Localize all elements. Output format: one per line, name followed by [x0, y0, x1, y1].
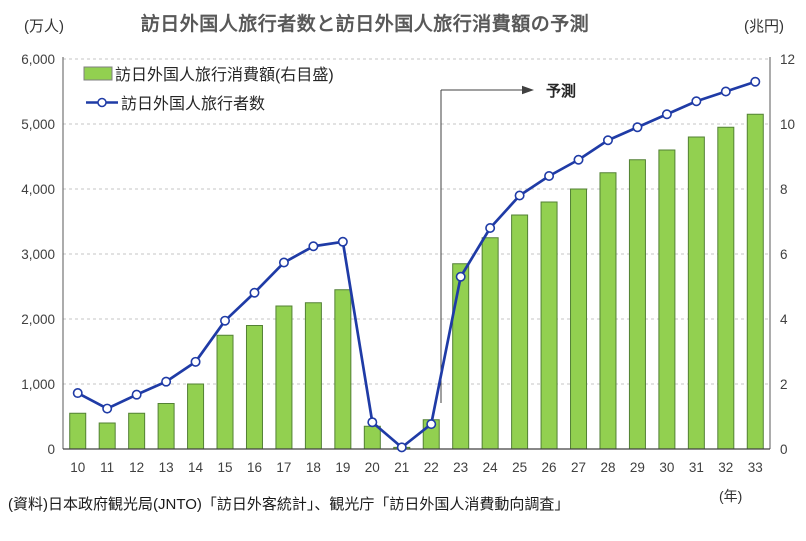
x-tick-label: 27	[571, 460, 586, 475]
x-tick-label: 15	[218, 460, 233, 475]
bar	[746, 113, 764, 450]
bar	[187, 383, 205, 450]
x-tick-label: 29	[630, 460, 645, 475]
line-marker	[661, 109, 672, 120]
line-marker	[573, 154, 584, 165]
x-tick-label: 31	[689, 460, 704, 475]
line-marker	[691, 96, 702, 107]
line-marker	[632, 122, 643, 133]
left-axis-unit: (万人)	[24, 18, 64, 35]
line-marker	[750, 76, 761, 87]
source-note: (資料)日本政府観光局(JNTO)「訪日外客統計」、観光庁「訪日外国人消費動向調…	[8, 496, 570, 513]
right-tick-label: 2	[780, 377, 788, 392]
bar	[687, 136, 705, 450]
x-tick-label: 12	[129, 460, 144, 475]
x-tick-label: 13	[159, 460, 174, 475]
left-tick-label: 5,000	[21, 117, 55, 132]
forecast-label: 予測	[546, 82, 576, 100]
line-marker	[308, 241, 319, 252]
left-tick-label: 3,000	[21, 247, 55, 262]
right-tick-label: 6	[780, 247, 788, 262]
line-marker	[485, 223, 496, 234]
x-tick-label: 26	[542, 460, 557, 475]
chart-title: 訪日外国人旅行者数と訪日外国人旅行消費額の予測	[140, 14, 590, 35]
x-tick-label: 17	[276, 460, 291, 475]
line-marker	[131, 389, 142, 400]
x-tick-label: 32	[718, 460, 733, 475]
line-marker	[720, 86, 731, 97]
legend-label-visitors: 訪日外国人旅行者数	[121, 95, 265, 113]
line-marker	[426, 419, 437, 430]
right-axis-unit: (兆円)	[744, 18, 784, 35]
right-tick-label: 4	[780, 312, 788, 327]
bar	[481, 237, 499, 450]
x-tick-label: 10	[70, 460, 85, 475]
bar	[658, 149, 676, 450]
left-tick-label: 2,000	[21, 312, 55, 327]
x-axis-unit: (年)	[719, 488, 743, 504]
line-marker	[602, 135, 613, 146]
bar	[245, 325, 263, 450]
line-marker	[102, 403, 113, 414]
x-tick-label: 22	[424, 460, 439, 475]
line-marker	[337, 236, 348, 247]
left-tick-label: 4,000	[21, 182, 55, 197]
x-tick-label: 24	[483, 460, 499, 475]
bar	[157, 403, 175, 450]
bar	[69, 412, 87, 450]
x-tick-label: 20	[365, 460, 380, 475]
bar	[452, 263, 470, 450]
right-tick-label: 12	[780, 52, 795, 67]
bar	[334, 289, 352, 450]
x-tick-label: 30	[659, 460, 674, 475]
x-tick-label: 33	[748, 460, 763, 475]
bar	[511, 214, 529, 450]
legend-swatch-visitors-marker	[97, 97, 107, 108]
forecast-arrow-head	[522, 85, 534, 95]
line-marker	[220, 315, 231, 326]
x-tick-label: 28	[600, 460, 615, 475]
bar	[599, 172, 617, 450]
bar	[717, 126, 735, 450]
line-marker	[190, 356, 201, 367]
visitors-line	[77, 80, 756, 449]
left-tick-label: 0	[47, 442, 55, 457]
line-marker	[161, 376, 172, 387]
line-marker	[514, 190, 525, 201]
left-tick-label: 6,000	[21, 52, 55, 67]
left-tick-label: 1,000	[21, 377, 55, 392]
bar	[275, 305, 293, 450]
x-tick-label: 21	[394, 460, 409, 475]
bar	[128, 412, 146, 450]
bar	[216, 334, 234, 450]
x-tick-label: 16	[247, 460, 262, 475]
x-tick-label: 25	[512, 460, 527, 475]
x-tick-label: 19	[335, 460, 350, 475]
bar	[363, 425, 381, 450]
x-tick-label: 23	[453, 460, 468, 475]
x-tick-label: 14	[188, 460, 204, 475]
line-marker	[396, 442, 407, 453]
x-tick-label: 11	[100, 460, 114, 475]
line-marker	[544, 171, 555, 182]
bar	[540, 201, 558, 450]
line-marker	[278, 257, 289, 268]
legend-label-consumption: 訪日外国人旅行消費額(右目盛)	[115, 66, 334, 84]
bar	[98, 422, 116, 450]
line-marker	[72, 388, 83, 399]
right-tick-label: 0	[780, 442, 788, 457]
line-marker	[455, 271, 466, 282]
bar	[304, 302, 322, 450]
right-tick-label: 10	[780, 117, 795, 132]
x-tick-label: 18	[306, 460, 321, 475]
legend-swatch-consumption	[83, 66, 113, 81]
bar	[628, 159, 646, 450]
line-marker	[367, 417, 378, 428]
bar	[570, 188, 588, 450]
line-marker	[249, 287, 260, 298]
right-tick-label: 8	[780, 182, 788, 197]
